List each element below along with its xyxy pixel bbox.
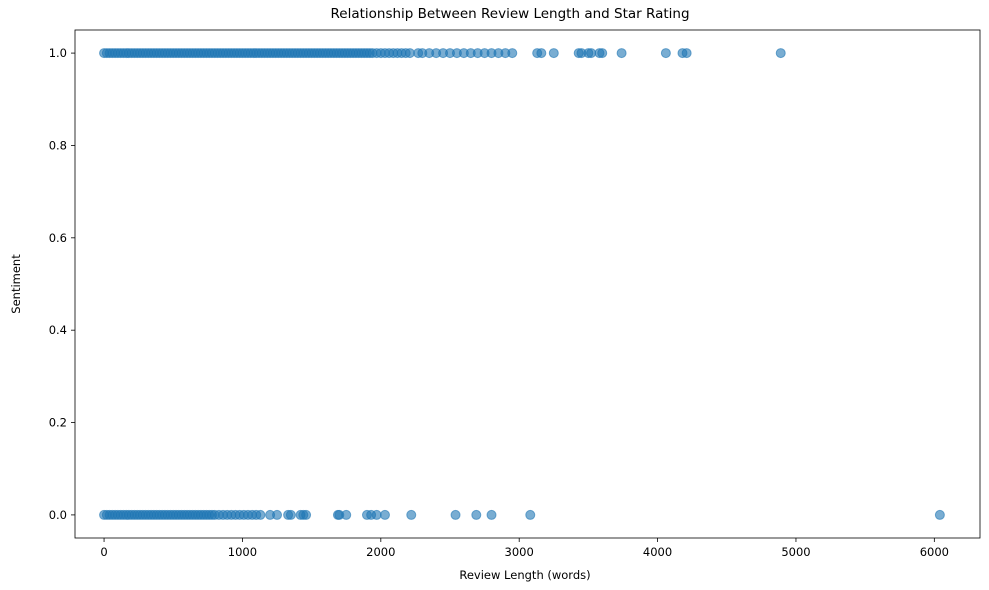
data-point: [301, 509, 312, 520]
data-point: [486, 509, 497, 520]
data-point: [597, 48, 608, 59]
y-axis-label: Sentiment: [9, 254, 23, 314]
chart-title: Relationship Between Review Length and S…: [330, 6, 689, 22]
data-point: [471, 509, 482, 520]
data-point: [536, 48, 547, 59]
data-point: [507, 48, 518, 59]
data-point: [934, 509, 945, 520]
x-axis-ticks: 0 1000 2000 3000 4000 5000 6000: [100, 538, 949, 559]
x-axis-label: Review Length (words): [459, 568, 590, 582]
data-point: [341, 509, 352, 520]
y-tick-label: 0.8: [49, 138, 67, 152]
data-point: [404, 48, 415, 59]
data-point: [525, 509, 536, 520]
data-point: [450, 509, 461, 520]
y-tick-label: 1.0: [49, 46, 67, 60]
data-point: [548, 48, 559, 59]
data-point: [660, 48, 671, 59]
y-tick-label: 0.2: [49, 416, 67, 430]
data-point: [285, 509, 296, 520]
y-tick-label: 0.4: [49, 323, 67, 337]
plot-frame: [74, 29, 981, 539]
x-tick-label: 2000: [366, 545, 395, 559]
data-point: [586, 48, 597, 59]
x-tick-label: 0: [100, 545, 107, 559]
data-point: [775, 48, 786, 59]
data-point: [255, 509, 266, 520]
points-layer: [99, 48, 945, 520]
data-point: [616, 48, 627, 59]
x-tick-label: 5000: [781, 545, 810, 559]
x-tick-label: 6000: [920, 545, 949, 559]
x-tick-label: 1000: [228, 545, 257, 559]
y-tick-label: 0.6: [49, 231, 67, 245]
data-point: [379, 509, 390, 520]
y-tick-label: 0.0: [49, 508, 67, 522]
data-point: [371, 509, 382, 520]
data-point: [272, 509, 283, 520]
data-point: [681, 48, 692, 59]
x-tick-label: 4000: [643, 545, 672, 559]
data-point: [406, 509, 417, 520]
x-tick-label: 3000: [505, 545, 534, 559]
y-axis-ticks: 0.0 0.2 0.4 0.6 0.8 1.0: [49, 46, 75, 522]
